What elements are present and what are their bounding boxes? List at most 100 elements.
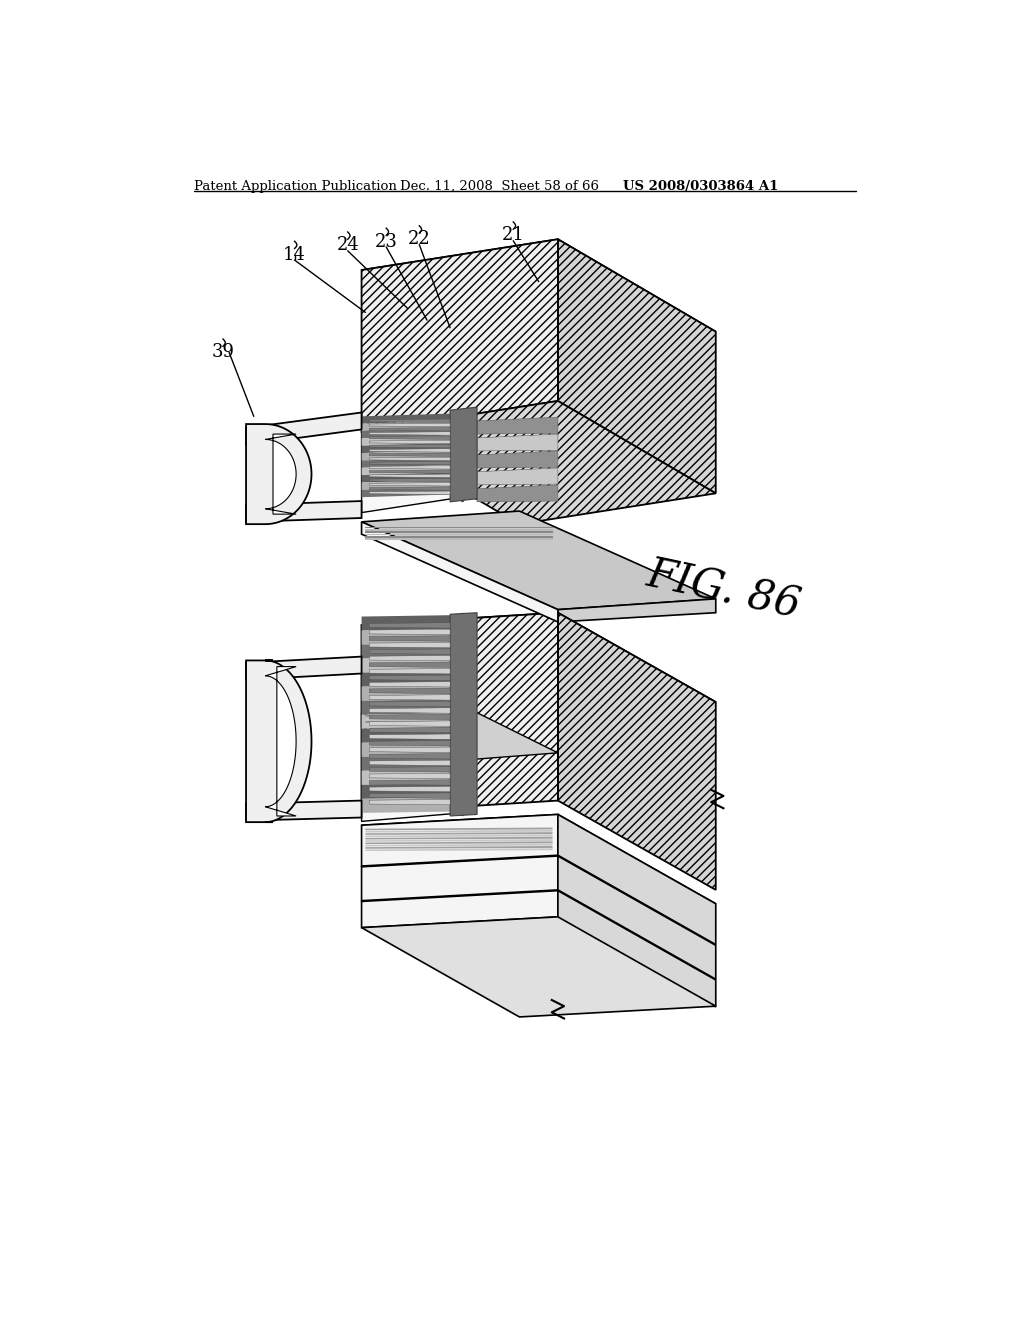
Polygon shape: [370, 453, 451, 457]
Text: FIG. 86: FIG. 86: [643, 553, 805, 627]
Polygon shape: [361, 401, 716, 524]
Polygon shape: [265, 434, 296, 515]
Polygon shape: [366, 527, 553, 528]
Polygon shape: [370, 708, 451, 713]
Polygon shape: [370, 741, 451, 746]
Polygon shape: [370, 734, 451, 739]
Polygon shape: [370, 767, 451, 772]
Polygon shape: [361, 705, 558, 760]
Polygon shape: [361, 479, 462, 490]
Polygon shape: [361, 891, 558, 928]
Text: Patent Application Publication: Patent Application Publication: [194, 180, 396, 193]
Polygon shape: [361, 457, 462, 467]
Polygon shape: [370, 487, 451, 490]
Polygon shape: [370, 649, 451, 655]
Polygon shape: [361, 700, 462, 714]
Polygon shape: [370, 787, 451, 792]
Polygon shape: [361, 742, 462, 756]
Polygon shape: [370, 701, 451, 706]
Polygon shape: [361, 630, 462, 644]
Polygon shape: [370, 491, 451, 495]
Polygon shape: [246, 660, 311, 822]
Polygon shape: [361, 643, 462, 659]
Polygon shape: [361, 612, 558, 813]
Polygon shape: [370, 436, 451, 440]
Polygon shape: [558, 814, 716, 945]
Polygon shape: [370, 643, 451, 648]
Polygon shape: [246, 656, 361, 680]
Polygon shape: [370, 483, 451, 486]
Polygon shape: [370, 800, 451, 805]
Polygon shape: [361, 465, 462, 475]
Polygon shape: [370, 428, 451, 430]
Polygon shape: [366, 714, 454, 718]
Polygon shape: [558, 239, 716, 494]
Polygon shape: [370, 630, 451, 635]
Polygon shape: [370, 470, 451, 474]
Polygon shape: [361, 239, 716, 363]
Polygon shape: [361, 857, 558, 900]
Polygon shape: [370, 714, 451, 719]
Polygon shape: [366, 828, 553, 830]
Polygon shape: [361, 797, 462, 813]
Polygon shape: [366, 532, 553, 533]
Polygon shape: [361, 814, 716, 915]
Polygon shape: [361, 473, 462, 483]
Polygon shape: [370, 663, 451, 668]
Polygon shape: [477, 469, 558, 484]
Polygon shape: [361, 671, 462, 686]
Polygon shape: [370, 445, 451, 447]
Polygon shape: [246, 424, 311, 524]
Polygon shape: [558, 891, 716, 1007]
Polygon shape: [370, 432, 451, 436]
Polygon shape: [361, 442, 462, 453]
Polygon shape: [370, 754, 451, 759]
Polygon shape: [370, 793, 451, 799]
Text: 14: 14: [283, 246, 306, 264]
Polygon shape: [370, 441, 451, 444]
Polygon shape: [366, 721, 454, 723]
Polygon shape: [370, 694, 451, 700]
Polygon shape: [370, 636, 451, 642]
Polygon shape: [361, 521, 558, 622]
Polygon shape: [361, 615, 462, 631]
Polygon shape: [451, 612, 477, 816]
Polygon shape: [366, 846, 553, 849]
Polygon shape: [361, 612, 716, 714]
Polygon shape: [451, 407, 477, 502]
Polygon shape: [477, 434, 558, 451]
Polygon shape: [246, 800, 361, 821]
Text: 21: 21: [502, 227, 524, 244]
Polygon shape: [366, 834, 553, 837]
Polygon shape: [246, 502, 361, 521]
Polygon shape: [361, 436, 462, 446]
Polygon shape: [366, 536, 553, 537]
Polygon shape: [370, 418, 451, 422]
Polygon shape: [370, 721, 451, 726]
Polygon shape: [366, 840, 553, 842]
Polygon shape: [366, 539, 553, 540]
Polygon shape: [361, 685, 462, 701]
Polygon shape: [370, 774, 451, 779]
Polygon shape: [370, 668, 451, 675]
Polygon shape: [370, 675, 451, 681]
Polygon shape: [361, 428, 462, 438]
Polygon shape: [370, 462, 451, 465]
Polygon shape: [361, 657, 462, 673]
Polygon shape: [361, 413, 462, 424]
Polygon shape: [366, 533, 553, 536]
Polygon shape: [361, 727, 462, 743]
Polygon shape: [477, 417, 558, 434]
Polygon shape: [370, 727, 451, 733]
Polygon shape: [361, 616, 462, 821]
Polygon shape: [246, 412, 361, 445]
Polygon shape: [370, 747, 451, 752]
Polygon shape: [370, 457, 451, 461]
Polygon shape: [370, 656, 451, 661]
Text: 39: 39: [212, 343, 234, 362]
Polygon shape: [361, 857, 716, 956]
Polygon shape: [366, 723, 454, 726]
Polygon shape: [370, 780, 451, 785]
Polygon shape: [361, 770, 462, 785]
Polygon shape: [361, 511, 716, 610]
